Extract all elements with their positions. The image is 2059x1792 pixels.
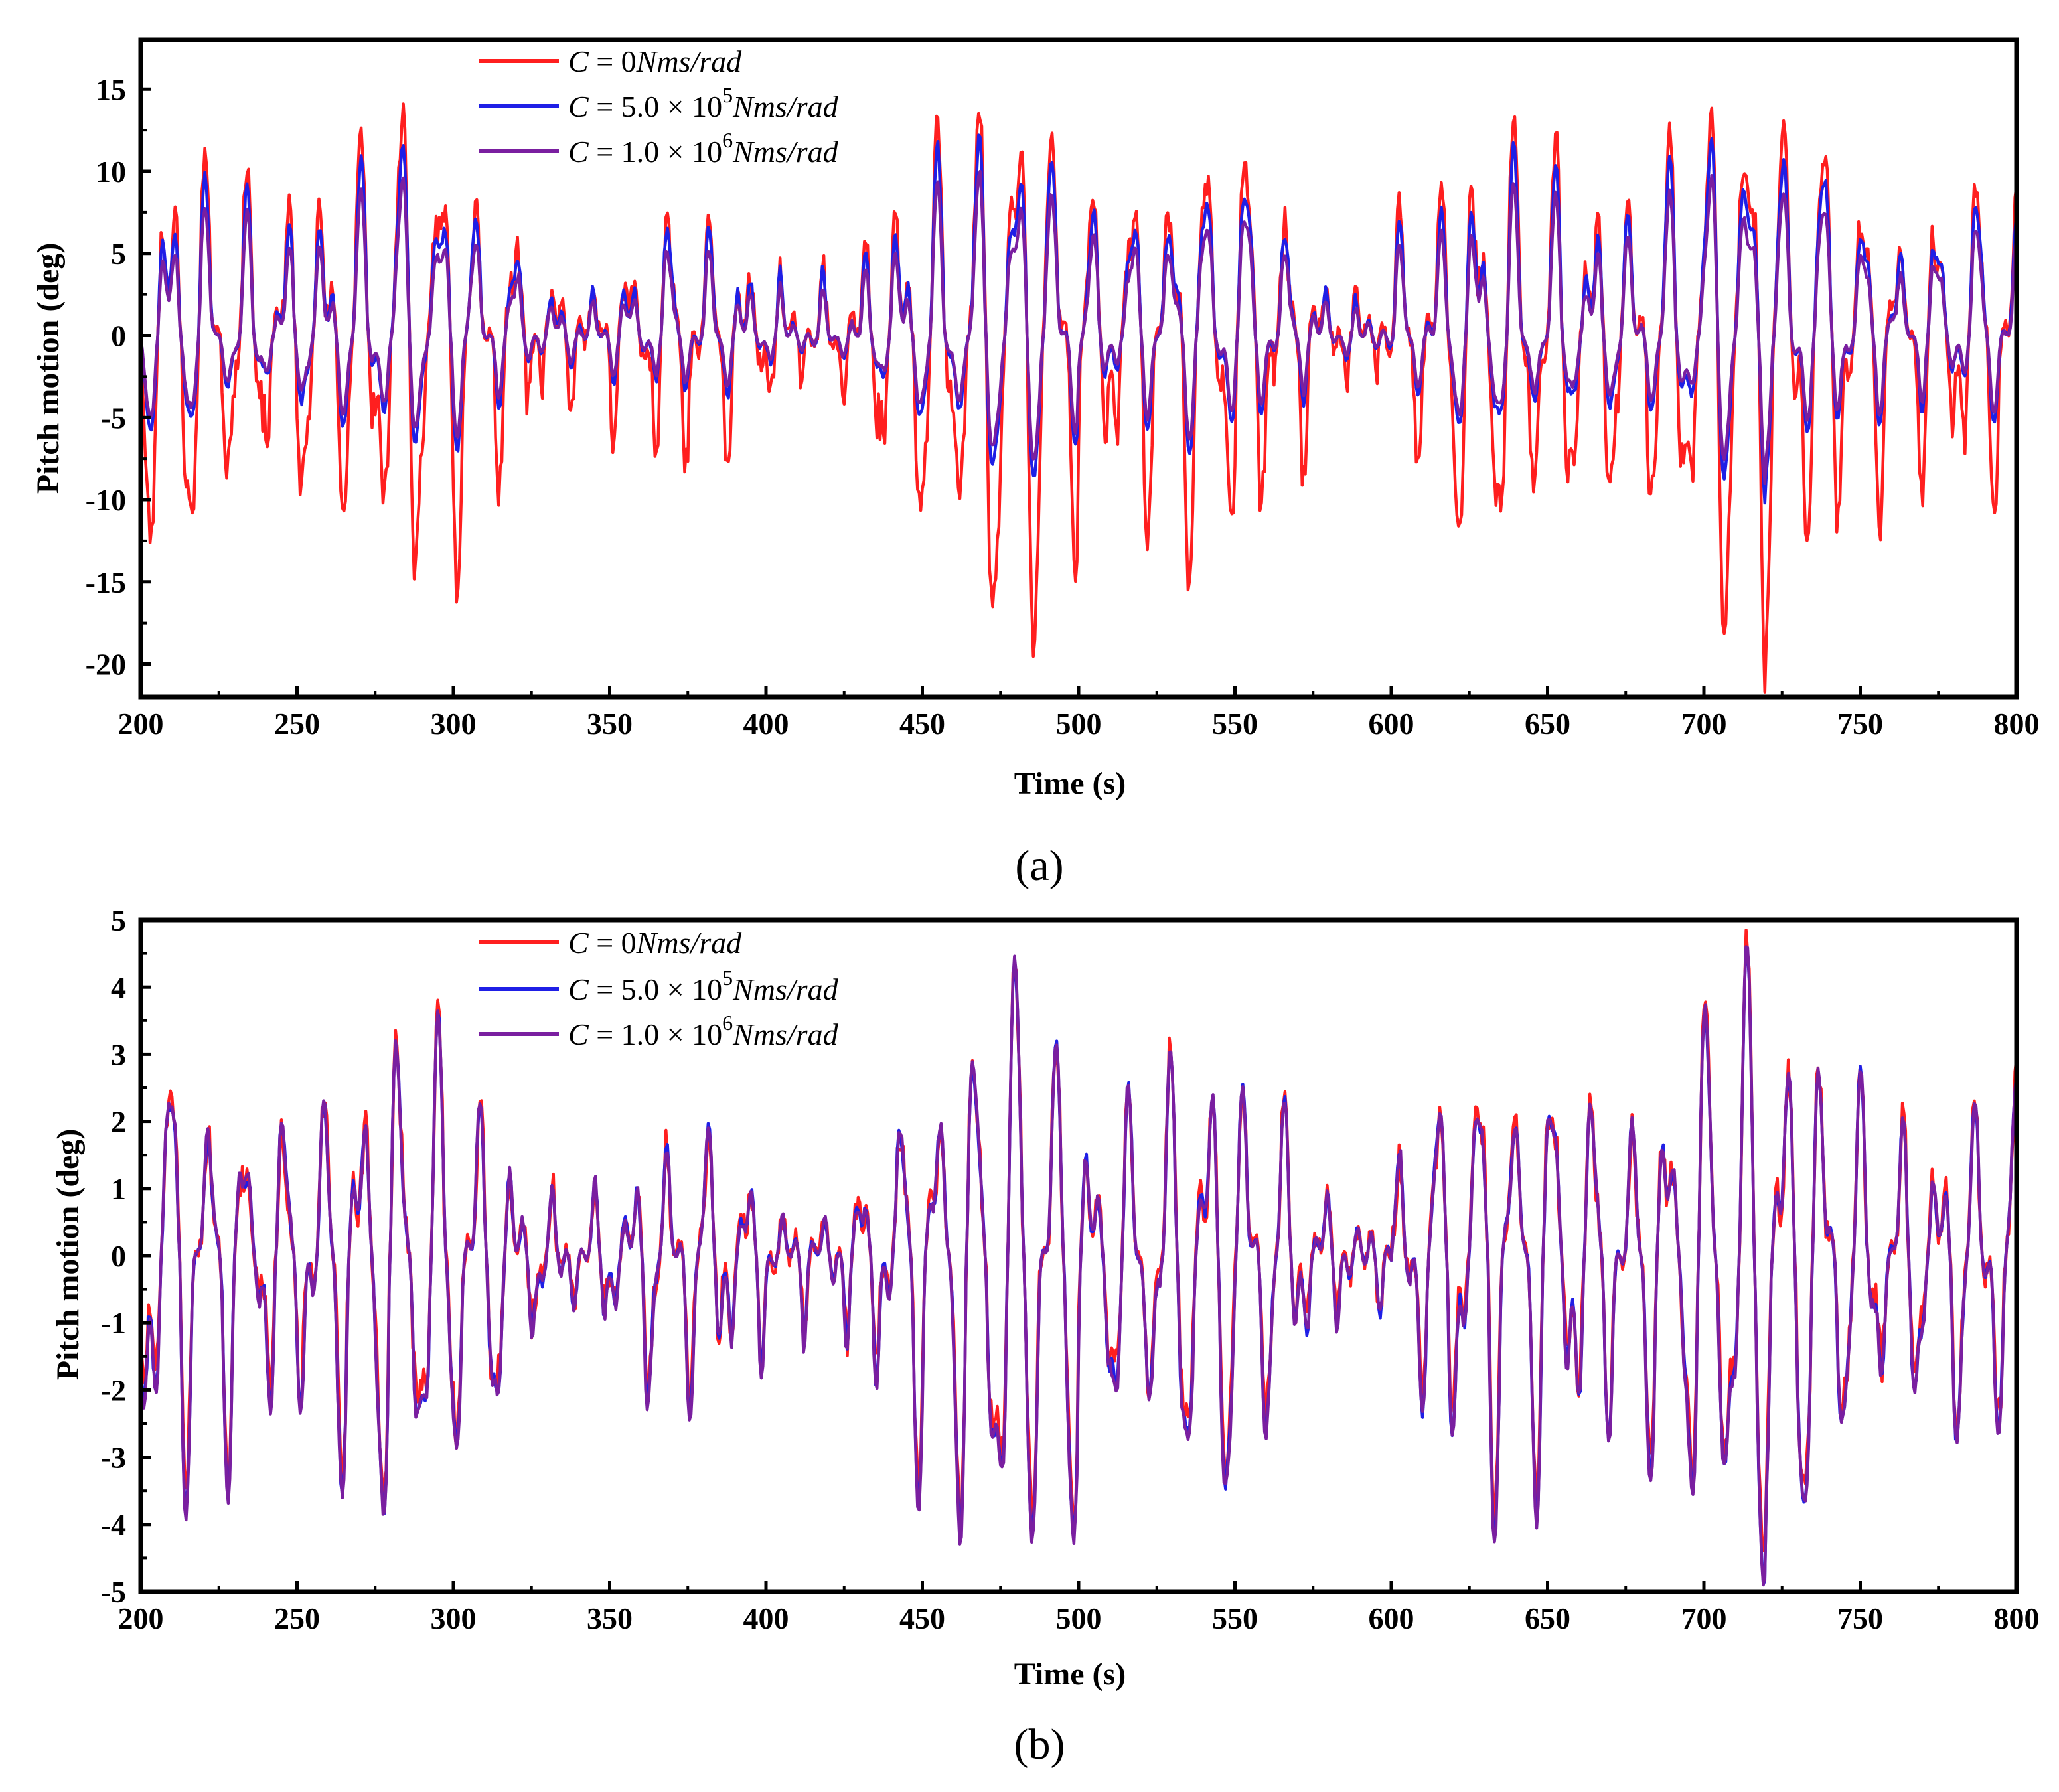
panel-a-y-tick-label: 0 — [111, 319, 126, 353]
panel-a-x-tick-label: 450 — [899, 707, 945, 741]
panel-b-plot-area — [141, 920, 2017, 1592]
panel-b-x-tick-label: 600 — [1369, 1602, 1414, 1635]
panel-a-caption: (a) — [1015, 842, 1063, 890]
panel-a-x-tick-label: 400 — [743, 707, 789, 741]
panel-b-x-tick-label: 750 — [1837, 1602, 1883, 1635]
panel-b-x-tick-label: 300 — [431, 1602, 477, 1635]
panel-b-x-tick-label: 200 — [118, 1602, 164, 1635]
panel-b-x-tick-label: 500 — [1056, 1602, 1102, 1635]
panel-b-x-tick-label: 800 — [1994, 1602, 2040, 1635]
panel-b-x-tick-label: 550 — [1212, 1602, 1258, 1635]
panel-a-x-tick-label: 600 — [1369, 707, 1414, 741]
panel-a-x-tick-label: 550 — [1212, 707, 1258, 741]
panel-b-y-tick-label: 0 — [111, 1239, 126, 1273]
panel-b-series-2 — [139, 945, 2019, 1587]
legend-a-label-c5: C = 5.0 × 105Nms/rad — [568, 83, 839, 123]
legend-b-label-c5: C = 5.0 × 105Nms/rad — [568, 966, 839, 1006]
panel-b-series-group — [139, 928, 2019, 1587]
panel-a-legend: C = 0Nms/rad C = 5.0 × 105Nms/rad C = 1.… — [479, 44, 839, 169]
panel-a-y-tick-label: -15 — [86, 565, 126, 599]
panel-b-y-tick-label: 2 — [111, 1105, 126, 1139]
panel-a-chart: 200 250 300 350 400 450 500 550 600 650 700 750 800 -… — [31, 37, 2040, 890]
panel-a-x-tick-label: 700 — [1681, 707, 1727, 741]
panel-b-x-tick-label: 700 — [1681, 1602, 1727, 1635]
panel-a-y-tick-label: -20 — [86, 648, 126, 682]
panel-a-frame — [138, 37, 2019, 700]
panel-b-y-tick-label: 3 — [111, 1037, 126, 1071]
panel-a-x-tick-label: 800 — [1994, 707, 2040, 741]
panel-b-legend: C = 0Nms/rad C = 5.0 × 105Nms/rad C = 1.… — [479, 926, 839, 1051]
panel-b-frame — [138, 917, 2019, 1594]
panel-a-y-tick-label: 15 — [96, 72, 126, 106]
panel-b-y-axis-label: Pitch motion (deg) — [50, 1129, 86, 1381]
panel-b-x-tick-label: 250 — [274, 1602, 320, 1635]
panel-b-x-tick-label: 650 — [1525, 1602, 1570, 1635]
panel-b-chart: 200 250 300 350 400 450 500 550 600 650 700 750 800-… — [50, 903, 2040, 1769]
panel-a-x-tick-label: 300 — [431, 707, 477, 741]
panel-b-caption: (b) — [1014, 1720, 1065, 1769]
panel-a-y-tick-label: 10 — [96, 155, 126, 188]
panel-a-x-tick-label: 200 — [118, 707, 164, 741]
panel-b-x-tick-label: 400 — [743, 1602, 789, 1635]
panel-b-ticks: 200 250 300 350 400 450 500 550 600 650 700 750 800-… — [101, 903, 2040, 1635]
panel-a-x-axis-label: Time (s) — [1014, 766, 1126, 801]
panel-a-series-group — [139, 102, 2019, 694]
panel-a-y-tick-label: 5 — [111, 237, 126, 271]
panel-b-y-tick-label: 4 — [111, 970, 126, 1004]
panel-b-y-tick-label: 1 — [111, 1172, 126, 1206]
panel-a-x-tick-label: 650 — [1525, 707, 1570, 741]
legend-b-label-c1: C = 1.0 × 106Nms/rad — [568, 1011, 839, 1051]
legend-a-label-c1: C = 1.0 × 106Nms/rad — [568, 128, 839, 169]
legend-a-label-c0: C = 0Nms/rad — [568, 44, 742, 78]
panel-b-y-tick-label: -3 — [101, 1441, 126, 1475]
panel-a-x-tick-label: 500 — [1056, 707, 1102, 741]
panel-a-series-2 — [139, 169, 2019, 485]
panel-b-x-tick-label: 350 — [587, 1602, 633, 1635]
panel-a-x-tick-label: 350 — [587, 707, 633, 741]
panel-b-y-tick-label: -2 — [101, 1373, 126, 1407]
panel-b-y-tick-label: -4 — [101, 1508, 126, 1542]
panel-b-y-tick-label: -1 — [101, 1306, 126, 1340]
panel-a-y-tick-label: -5 — [101, 401, 126, 435]
panel-a-x-tick-label: 250 — [274, 707, 320, 741]
panel-a-ticks: 200 250 300 350 400 450 500 550 600 650 700 750 800 -… — [86, 72, 2040, 741]
panel-a-y-tick-label: -10 — [86, 483, 126, 517]
legend-b-label-c0: C = 0Nms/rad — [568, 926, 742, 960]
panel-a-x-tick-label: 750 — [1837, 707, 1883, 741]
panel-a-y-axis-label: Pitch motion (deg) — [31, 243, 66, 494]
panel-b-x-axis-label: Time (s) — [1014, 1657, 1126, 1692]
panel-b-x-tick-label: 450 — [899, 1602, 945, 1635]
panel-b-y-tick-label: 5 — [111, 903, 126, 937]
panel-b-y-tick-label: -5 — [101, 1575, 126, 1609]
